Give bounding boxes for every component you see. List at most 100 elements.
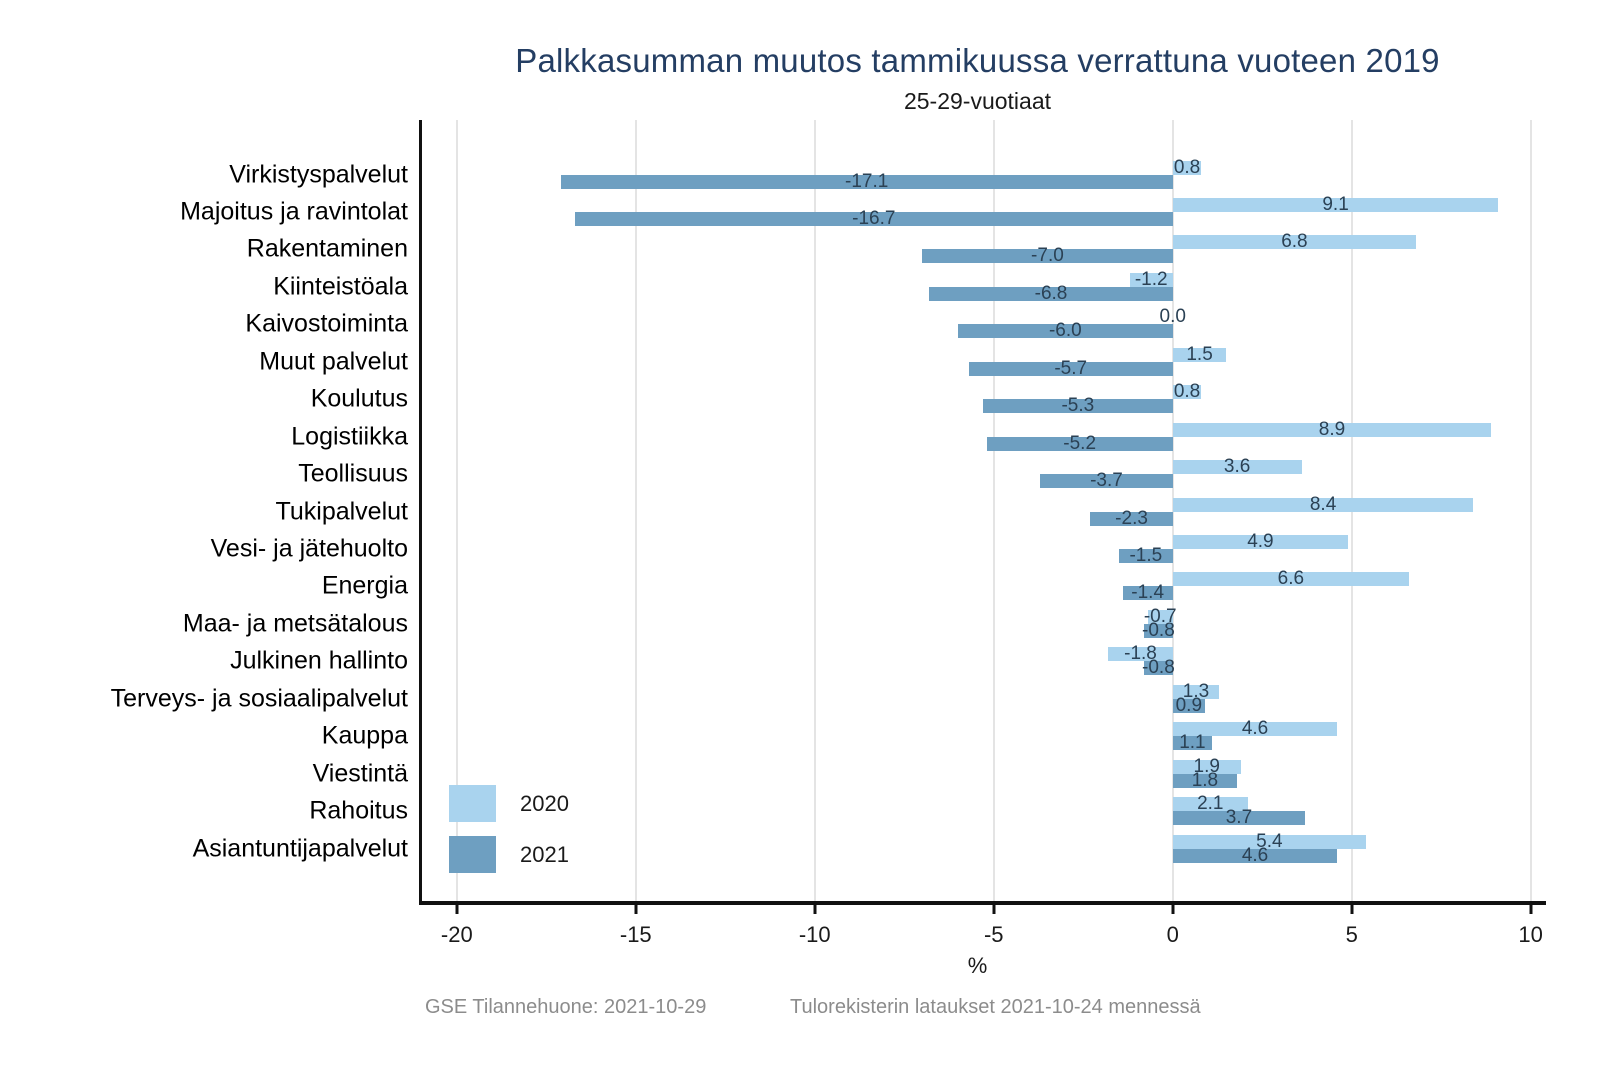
category-label: Majoitus ja ravintolat [180, 197, 408, 226]
value-label-2021: -1.4 [1131, 582, 1165, 604]
value-label-2020: 9.1 [1322, 193, 1349, 215]
value-label-2021: 0.9 [1175, 694, 1203, 716]
value-label-2021: -1.5 [1129, 545, 1163, 566]
bar-2020 [1172, 535, 1349, 549]
category-label: Kauppa [321, 721, 408, 750]
value-label-2021: -0.8 [1142, 619, 1175, 641]
bar-2020 [1172, 422, 1492, 437]
footer-source-left: GSE Tilannehuone: 2021-10-29 [425, 996, 707, 1018]
category-label: Vesi- ja jätehuolto [210, 534, 408, 563]
value-label-2020: 4.9 [1247, 531, 1274, 552]
value-label-2021: -0.8 [1142, 657, 1175, 679]
legend-label-2020: 2020 [520, 791, 569, 816]
value-label-2021: -5.2 [1063, 432, 1097, 454]
category-label: Energia [321, 571, 408, 600]
category-label: Asiantuntijapalvelut [192, 834, 408, 863]
bar-2021 [986, 436, 1173, 451]
bar-2020 [1108, 647, 1173, 662]
bar-2021 [1040, 474, 1173, 489]
category-label: Teollisuus [298, 459, 408, 488]
bar-2021 [1172, 736, 1213, 751]
bar-2021 [983, 399, 1173, 414]
value-label-2021: -2.3 [1115, 507, 1148, 529]
bar-2020 [1172, 235, 1417, 250]
x-tick [992, 901, 996, 914]
legend-label-2021: 2021 [520, 842, 569, 867]
value-label-2020: 2.1 [1197, 793, 1224, 815]
bar-2021 [1122, 586, 1173, 601]
footer-source-right: Tulorekisterin lataukset 2021-10-24 menn… [790, 996, 1201, 1018]
x-tick-label: -20 [440, 922, 473, 947]
bar-2020 [1129, 272, 1173, 287]
value-label-2020: 1.3 [1182, 680, 1210, 702]
chart-subtitle: 25-29-vuotiaat [903, 88, 1052, 114]
bar-2021 [957, 324, 1173, 339]
bar-2020 [1172, 385, 1202, 400]
category-label: Rakentaminen [246, 234, 408, 263]
bar-2021 [922, 249, 1173, 264]
category-label: Logistiikka [291, 422, 408, 451]
value-label-2020: -1.2 [1134, 268, 1168, 290]
value-label-2020: -1.8 [1124, 643, 1157, 665]
bar-2021 [1144, 623, 1173, 638]
value-label-2020: -0.7 [1143, 605, 1177, 627]
value-label-2021: -17.1 [845, 170, 889, 192]
value-label-2021: -16.7 [852, 207, 896, 229]
bar-2021 [1172, 811, 1306, 826]
category-label: Kiinteistöala [273, 272, 408, 301]
value-label-2021: -6.8 [1034, 282, 1068, 304]
bar-2021 [574, 211, 1173, 226]
category-label: Tukipalvelut [275, 497, 408, 526]
value-label-2021: 1.8 [1191, 769, 1219, 791]
x-tick [1171, 901, 1175, 914]
value-label-2020: 3.6 [1223, 456, 1251, 478]
x-tick-label: -10 [798, 922, 831, 947]
bar-2021 [968, 361, 1173, 376]
bar-2020 [1172, 572, 1409, 587]
value-label-2020: 1.5 [1186, 343, 1213, 365]
bar-2021 [1172, 848, 1338, 863]
bar-2021 [1144, 661, 1173, 676]
bar-2021 [1172, 698, 1205, 713]
category-label: Julkinen hallinto [230, 646, 408, 675]
value-label-2021: 3.7 [1225, 807, 1253, 829]
value-label-2020: 5.4 [1256, 830, 1283, 852]
value-label-2020: 0.0 [1159, 306, 1186, 328]
value-label-2020: 8.4 [1309, 493, 1337, 515]
bar-2021 [1090, 511, 1173, 526]
x-axis-title: % [967, 953, 988, 978]
value-label-2020: 8.9 [1318, 418, 1346, 440]
bar-2020 [1172, 160, 1202, 175]
bar-2020 [1172, 460, 1302, 475]
category-label: Koulutus [310, 384, 408, 413]
x-tick-label: 0 [1166, 922, 1179, 947]
value-label-2020: 1.9 [1193, 755, 1220, 777]
bar-2020 [1172, 347, 1227, 362]
value-label-2021: -7.0 [1031, 245, 1064, 267]
category-label: Rahoitus [309, 796, 408, 825]
value-label-2021: 4.6 [1241, 844, 1269, 866]
bar-2020 [1172, 684, 1220, 699]
x-tick [634, 901, 638, 914]
x-tick-label: 10 [1518, 922, 1543, 947]
chart-title: Palkkasumman muutos tammikuussa verrattu… [515, 42, 1440, 79]
value-label-2021: -3.7 [1090, 470, 1123, 492]
category-label: Muut palvelut [259, 347, 408, 376]
y-axis-line [419, 120, 422, 901]
value-label-2021: -5.7 [1054, 357, 1088, 379]
value-label-2020: 4.6 [1241, 718, 1269, 740]
category-label: Terveys- ja sosiaalipalvelut [110, 684, 408, 713]
bar-2020 [1147, 609, 1173, 624]
x-axis-line [419, 901, 1546, 905]
bar-2020 [1172, 497, 1474, 512]
category-label: Maa- ja metsätalous [182, 609, 408, 638]
x-tick [813, 901, 817, 914]
value-label-2020: 0.8 [1173, 381, 1201, 403]
x-tick [1350, 901, 1354, 914]
x-tick-label: -15 [619, 922, 652, 947]
x-tick [1529, 901, 1533, 914]
value-label-2020: 6.6 [1277, 568, 1305, 590]
plot-area: 0.8 -17.1 9.1 -16.7 6.8 -7.0 -1.2 -6.8 0.0 -6.0 1.… [419, 120, 1546, 905]
bar-2020 [1172, 197, 1499, 212]
